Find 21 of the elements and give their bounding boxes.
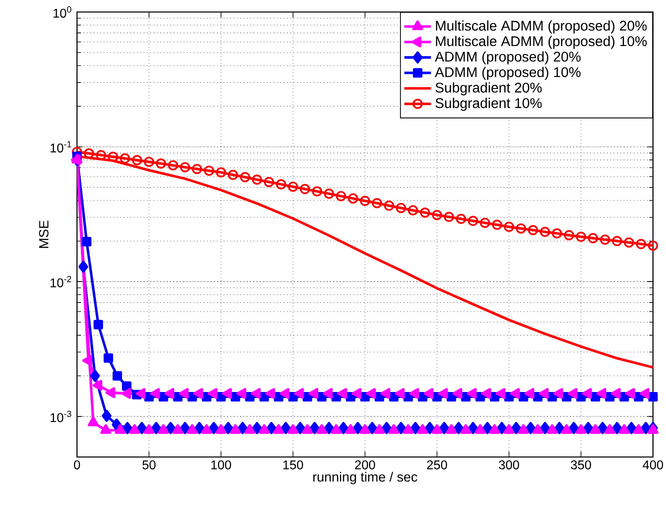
x-tick-label: 400	[642, 460, 664, 470]
x-tick-label: 50	[142, 460, 156, 470]
x-tick-label: 0	[74, 460, 80, 470]
x-tick-label: 100	[211, 460, 232, 470]
x-tick-label: 150	[283, 460, 304, 470]
legend-label: Multiscale ADMM (proposed) 10%	[436, 36, 647, 49]
x-axis-title: running time / sec	[313, 472, 418, 484]
legend-label: ADMM (proposed) 10%	[434, 66, 581, 80]
y-tick-label: 10$^{-2}$	[50, 276, 72, 288]
legend-label: Multiscale ADMM (proposed) 20%	[436, 20, 647, 34]
y-tick-label: 10$^{0}$	[54, 6, 72, 18]
y-axis-title: MSE	[39, 220, 48, 248]
y-tick-label: 10$^{-3}$	[50, 410, 72, 422]
x-tick-label: 300	[498, 460, 520, 470]
y-tick-label: 10$^{-1}$	[50, 141, 72, 152]
legend-label: ADMM (proposed) 20%	[434, 51, 581, 64]
legend-label: Subgradient 20%	[435, 82, 542, 96]
legend-label: Subgradient 10%	[435, 98, 542, 111]
x-tick-label: 200	[355, 460, 376, 470]
x-tick-label: 250	[427, 460, 448, 470]
x-tick-label: 350	[570, 460, 592, 470]
